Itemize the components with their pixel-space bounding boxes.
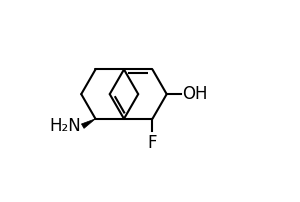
Polygon shape — [82, 119, 95, 128]
Text: F: F — [148, 134, 157, 152]
Text: H₂N: H₂N — [49, 117, 81, 135]
Text: OH: OH — [182, 85, 208, 103]
